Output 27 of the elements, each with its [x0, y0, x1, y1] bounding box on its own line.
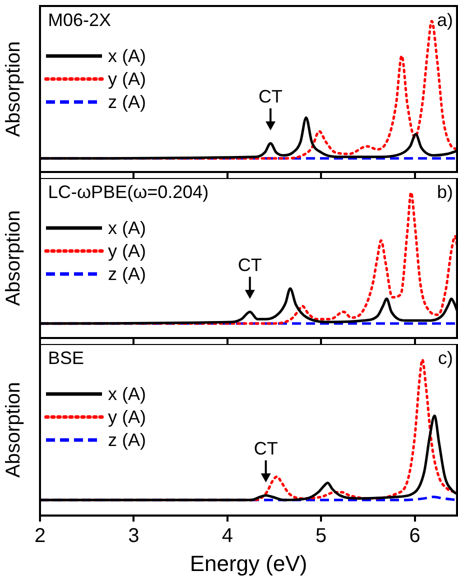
chart-title: M06-2X [48, 10, 112, 30]
legend-label: x (A) [108, 384, 146, 404]
annotation: CT [238, 254, 262, 275]
annotation: b) [436, 182, 453, 202]
y-axis-title: Absorption [2, 382, 25, 478]
x-tick-label: 6 [409, 525, 420, 548]
x-tick-label: 4 [222, 525, 233, 548]
chart-title: BSE [48, 348, 84, 368]
legend-label: x (A) [108, 218, 146, 238]
legend-label: y (A) [108, 240, 146, 261]
legend-label: z (A) [108, 264, 146, 284]
legend-label: z (A) [108, 92, 146, 112]
x-tick-label: 5 [316, 525, 327, 548]
annotation: CT [258, 86, 283, 106]
y-axis-title: Absorption [2, 41, 25, 137]
annotation: c) [438, 348, 453, 368]
legend-label: z (A) [108, 430, 146, 450]
x-axis-title: Energy (eV) [190, 550, 308, 576]
legend-label: x (A) [108, 46, 146, 66]
y-axis-title: Absorption [2, 210, 25, 306]
annotation: CT [254, 438, 278, 458]
x-tick-label: 3 [128, 525, 140, 548]
legend-label: y (A) [108, 68, 146, 89]
x-tick-label: 2 [34, 525, 46, 548]
legend-label: y (A) [108, 406, 146, 427]
chart-title: LC-ωPBE(ω=0.204) [48, 182, 209, 202]
annotation: a) [436, 10, 453, 30]
